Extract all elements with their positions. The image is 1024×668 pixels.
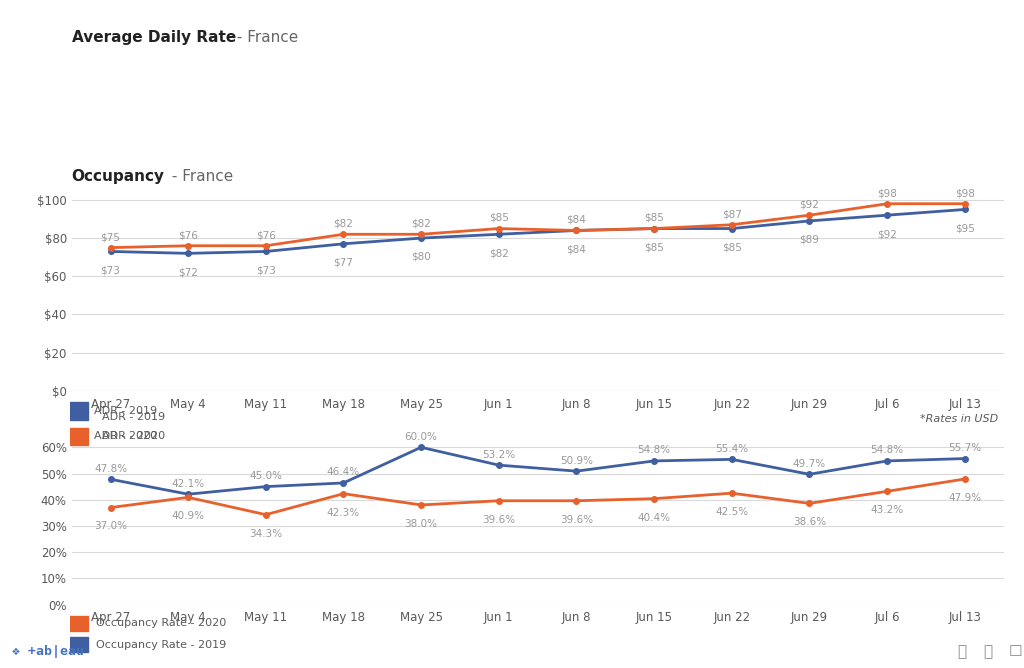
Text: Occupancy: Occupancy (72, 169, 165, 184)
Text: ⧉: ⧉ (957, 645, 967, 659)
Text: $80: $80 (412, 252, 431, 262)
Text: $92: $92 (878, 229, 897, 239)
Text: $89: $89 (800, 235, 819, 244)
Text: $76: $76 (256, 230, 275, 240)
Text: $84: $84 (566, 215, 587, 225)
Text: 42.1%: 42.1% (172, 479, 205, 489)
Text: 38.0%: 38.0% (404, 519, 437, 529)
Text: 54.8%: 54.8% (638, 446, 671, 456)
Bar (70, 402, 88, 420)
Bar (70, 637, 88, 653)
Text: 40.4%: 40.4% (638, 512, 671, 522)
Text: 42.3%: 42.3% (327, 508, 360, 518)
Text: Average Daily Rate: Average Daily Rate (72, 30, 236, 45)
Text: ADR - 2020: ADR - 2020 (102, 432, 166, 441)
Text: 55.4%: 55.4% (715, 444, 749, 454)
Text: $76: $76 (178, 230, 198, 240)
Text: $98: $98 (954, 188, 975, 198)
Text: 42.5%: 42.5% (715, 507, 749, 517)
Text: $72: $72 (178, 267, 198, 277)
Text: $82: $82 (412, 218, 431, 228)
Text: 46.4%: 46.4% (327, 468, 360, 478)
Text: $85: $85 (644, 213, 664, 223)
Text: 37.0%: 37.0% (94, 522, 127, 532)
Text: ⎘: ⎘ (983, 645, 992, 659)
Text: 50.9%: 50.9% (560, 456, 593, 466)
Text: 54.8%: 54.8% (870, 446, 903, 456)
Text: 39.6%: 39.6% (560, 514, 593, 524)
Text: 60.0%: 60.0% (404, 432, 437, 442)
Text: $98: $98 (878, 188, 897, 198)
Bar (70, 616, 88, 631)
Text: ADR - 2019: ADR - 2019 (102, 413, 166, 422)
Text: ❖ +ab|eau: ❖ +ab|eau (12, 645, 84, 659)
Text: $92: $92 (800, 200, 819, 210)
Text: $77: $77 (334, 258, 353, 268)
Text: 39.6%: 39.6% (482, 514, 515, 524)
Text: Occupancy Rate - 2020: Occupancy Rate - 2020 (96, 618, 226, 628)
Text: 49.7%: 49.7% (793, 459, 826, 469)
Bar (70, 428, 88, 445)
Text: ☐: ☐ (1009, 645, 1022, 659)
Text: $85: $85 (722, 242, 741, 253)
Text: 45.0%: 45.0% (249, 471, 283, 481)
Text: $85: $85 (644, 242, 664, 253)
Text: $73: $73 (256, 265, 275, 275)
Text: $82: $82 (334, 218, 353, 228)
Text: 38.6%: 38.6% (793, 517, 826, 527)
Text: 47.9%: 47.9% (948, 493, 981, 503)
Text: - France: - France (167, 169, 233, 184)
Text: $95: $95 (954, 223, 975, 233)
Text: 55.7%: 55.7% (948, 443, 981, 453)
Text: 53.2%: 53.2% (482, 450, 515, 460)
Text: 34.3%: 34.3% (249, 528, 283, 538)
Text: $87: $87 (722, 209, 741, 219)
Text: $73: $73 (100, 265, 121, 275)
Text: Occupancy Rate - 2019: Occupancy Rate - 2019 (96, 640, 226, 650)
Text: 40.9%: 40.9% (172, 511, 205, 521)
Text: ADR - 2020: ADR - 2020 (94, 432, 158, 442)
Text: 43.2%: 43.2% (870, 505, 903, 515)
Text: $82: $82 (488, 248, 509, 258)
Text: $85: $85 (488, 213, 509, 223)
Text: $84: $84 (566, 244, 587, 255)
Text: ADR - 2019: ADR - 2019 (94, 406, 158, 416)
Text: 47.8%: 47.8% (94, 464, 127, 474)
Text: $75: $75 (100, 232, 121, 242)
Text: *Rates in USD: *Rates in USD (921, 414, 998, 424)
Text: - France: - France (232, 30, 299, 45)
